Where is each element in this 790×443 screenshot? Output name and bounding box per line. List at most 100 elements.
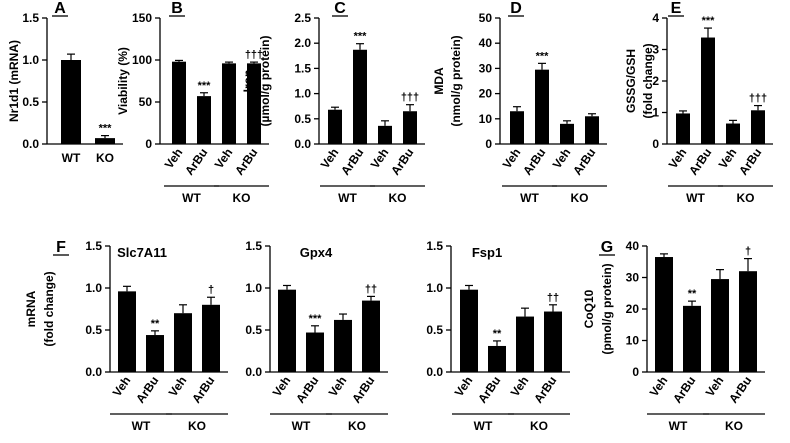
y-tick-label: 1.0 bbox=[22, 53, 39, 67]
bar-veh bbox=[560, 123, 574, 144]
bar-arbu bbox=[403, 111, 417, 144]
x-category-label: Veh bbox=[270, 374, 294, 400]
significance-marker: *** bbox=[536, 50, 550, 62]
bar-veh bbox=[334, 319, 352, 372]
bar-arbu bbox=[751, 110, 765, 144]
y-axis-label: (fold change) bbox=[42, 271, 56, 346]
x-category-label: ArBu bbox=[670, 374, 698, 406]
y-tick-label: 30 bbox=[479, 61, 493, 75]
panel-a: 0.0 0.5 1.0 1.5 WT *** KO Nr1d1 (mRNA) A bbox=[7, 0, 123, 165]
group-label: WT bbox=[474, 419, 493, 433]
x-category-label: Veh bbox=[166, 374, 190, 400]
chart-title: Slc7A11 bbox=[117, 245, 167, 260]
chart-title: Gpx4 bbox=[300, 245, 333, 260]
significance-marker: †† bbox=[547, 292, 559, 304]
x-category-label: KO bbox=[96, 151, 114, 165]
y-tick-label: 100 bbox=[132, 53, 152, 67]
significance-marker: † bbox=[745, 246, 751, 258]
group-label: KO bbox=[571, 191, 589, 205]
group-label: KO bbox=[530, 419, 548, 433]
y-axis-label: (nmol/g protein) bbox=[449, 35, 463, 126]
chart-title: Fsp1 bbox=[472, 245, 502, 260]
x-category-label: ArBu bbox=[520, 146, 548, 178]
bar-arbu bbox=[146, 335, 164, 372]
x-category-label: WT bbox=[62, 151, 81, 165]
x-category-label: Veh bbox=[500, 146, 524, 172]
group-label: WT bbox=[132, 419, 151, 433]
bar-veh bbox=[510, 111, 524, 144]
x-category-label: ArBu bbox=[338, 146, 366, 178]
y-tick-label: 0.5 bbox=[294, 112, 311, 126]
x-category-label: Veh bbox=[162, 146, 186, 172]
significance-marker: ** bbox=[151, 318, 160, 330]
y-tick-label: 0 bbox=[145, 137, 152, 151]
significance-marker: † bbox=[208, 284, 214, 296]
significance-marker: ††† bbox=[749, 93, 767, 105]
bar-veh bbox=[516, 316, 534, 372]
y-tick-label: 1.5 bbox=[22, 11, 39, 25]
bar-arbu bbox=[535, 69, 549, 144]
x-category-label: Veh bbox=[647, 374, 671, 400]
y-tick-label: 40 bbox=[626, 239, 640, 253]
y-tick-label: 1.0 bbox=[85, 281, 102, 295]
bar-arbu bbox=[701, 37, 715, 144]
significance-marker: ††† bbox=[245, 49, 263, 61]
bar-arbu bbox=[739, 271, 757, 372]
x-category-label: ArBu bbox=[293, 374, 321, 406]
y-tick-label: 1 bbox=[652, 106, 659, 120]
bar-arbu bbox=[197, 96, 211, 144]
bar-arbu bbox=[353, 49, 367, 144]
bar-arbu bbox=[585, 116, 599, 144]
x-category-label: ArBu bbox=[349, 374, 377, 406]
x-category-label: Veh bbox=[508, 374, 532, 400]
group-label: KO bbox=[725, 419, 743, 433]
y-axis-label: GSSG/GSH bbox=[624, 49, 638, 113]
panel-label: G bbox=[601, 239, 613, 256]
x-category-label: ArBu bbox=[475, 374, 503, 406]
panel-label: D bbox=[510, 0, 522, 17]
significance-marker: †† bbox=[365, 283, 377, 295]
bar-veh bbox=[328, 109, 342, 144]
x-category-label: ArBu bbox=[686, 146, 714, 178]
bar-arbu bbox=[202, 304, 220, 372]
bar-veh bbox=[676, 113, 690, 144]
x-category-label: ArBu bbox=[726, 374, 754, 406]
y-tick-label: 30 bbox=[626, 271, 640, 285]
bar-veh bbox=[174, 313, 192, 372]
group-label: WT bbox=[292, 419, 311, 433]
y-tick-label: 0 bbox=[485, 137, 492, 151]
y-axis-label: Viability (%) bbox=[116, 47, 130, 115]
significance-marker: ** bbox=[493, 328, 502, 340]
x-category-label: Veh bbox=[550, 146, 574, 172]
y-tick-label: 0.5 bbox=[245, 323, 262, 337]
y-tick-label: 4 bbox=[652, 11, 659, 25]
bar-wt bbox=[61, 60, 81, 144]
bar-arbu bbox=[247, 63, 261, 144]
significance-marker: *** bbox=[354, 31, 368, 43]
y-tick-label: 0.5 bbox=[22, 95, 39, 109]
group-label: KO bbox=[233, 191, 251, 205]
panel-label: F bbox=[56, 239, 66, 256]
y-tick-label: 2.5 bbox=[294, 11, 311, 25]
panel-label: A bbox=[54, 0, 66, 17]
significance-marker: *** bbox=[309, 313, 323, 325]
y-tick-label: 150 bbox=[132, 11, 152, 25]
x-category-label: Veh bbox=[452, 374, 476, 400]
bar-veh bbox=[655, 257, 673, 372]
y-tick-label: 20 bbox=[626, 302, 640, 316]
bar-arbu bbox=[488, 345, 506, 372]
y-axis-label: Iron bbox=[241, 70, 255, 93]
y-tick-label: 3 bbox=[652, 43, 659, 57]
y-tick-label: 0.5 bbox=[426, 323, 443, 337]
bar-arbu bbox=[683, 305, 701, 372]
y-axis-label: (pmol/g protein) bbox=[600, 263, 614, 354]
x-category-label: Veh bbox=[703, 374, 727, 400]
group-label: KO bbox=[188, 419, 206, 433]
y-tick-label: 1.5 bbox=[85, 239, 102, 253]
y-tick-label: 0 bbox=[652, 137, 659, 151]
